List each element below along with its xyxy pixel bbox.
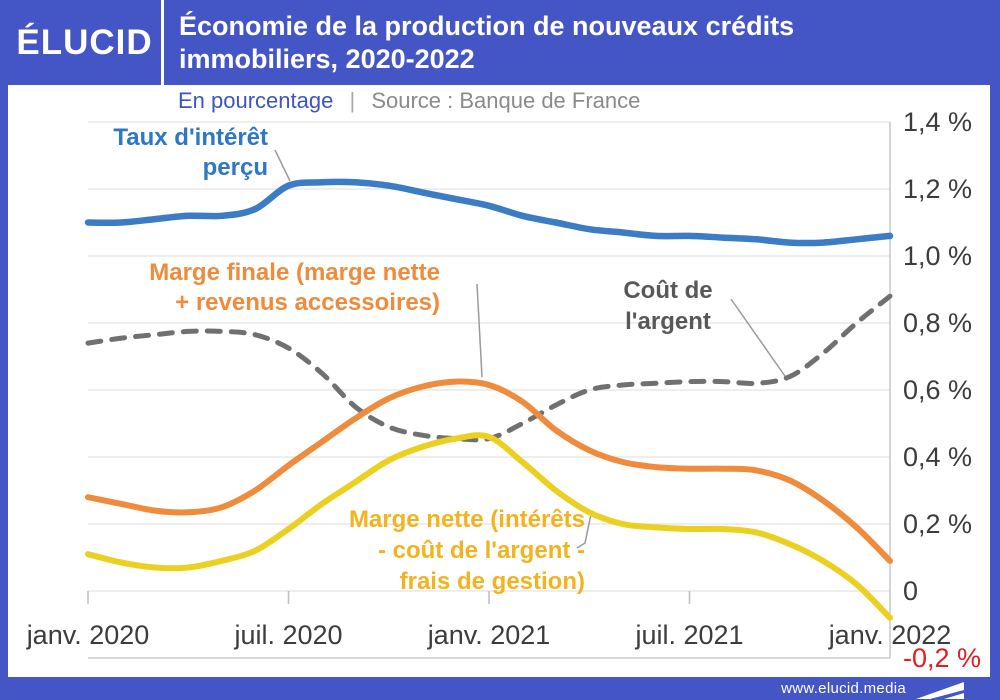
header-separator	[161, 0, 164, 85]
callout-nette	[576, 513, 592, 549]
elucid-logo: ÉLUCID	[16, 22, 153, 62]
footer-banner: www.elucid.media	[0, 677, 1000, 700]
header-banner: ÉLUCID Économie de la production de nouv…	[0, 0, 1000, 85]
callout-cout	[730, 298, 788, 380]
y-tick-label: 0,4 %	[903, 442, 972, 472]
annotation-marge-finale: Marge finale (marge nette + revenus acce…	[149, 259, 440, 316]
source-label: Source : Banque de France	[371, 88, 641, 113]
y-tick-label: 0,8 %	[903, 308, 972, 338]
annotation-taux-interet: Taux d'intérêt perçu	[113, 124, 268, 181]
elucid-arrow-icon	[916, 681, 964, 699]
y-tick-label: 0,2 %	[903, 509, 972, 539]
y-tick-label: 1,0 %	[903, 241, 972, 271]
subheader: En pourcentage | Source : Banque de Fran…	[178, 88, 640, 114]
border-left	[0, 0, 8, 700]
x-tick-label: juil. 2021	[634, 620, 743, 650]
series-line-3	[84, 178, 894, 247]
x-tick-label: juil. 2020	[233, 620, 342, 650]
y-tick-label: 0	[903, 576, 918, 606]
y-tick-label: 1,4 %	[903, 107, 972, 137]
series-line-2	[85, 432, 893, 621]
border-right	[990, 0, 1000, 700]
callout-finale	[476, 283, 483, 378]
annotation-cout-argent: Coût de l'argent	[623, 277, 713, 335]
x-tick-label: janv. 2020	[26, 620, 150, 650]
chart-title: Économie de la production de nouveaux cr…	[179, 11, 795, 74]
footer-url: www.elucid.media	[781, 680, 906, 697]
callout-taux	[274, 149, 291, 182]
y-tick-label: 1,2 %	[903, 174, 972, 204]
y-tick-label: 0,6 %	[903, 375, 972, 405]
series-line-1	[85, 378, 893, 564]
x-tick-label: janv. 2021	[427, 620, 551, 650]
y-tick-label: -0,2 %	[903, 643, 981, 673]
x-tick-label: janv. 2022	[828, 620, 952, 650]
subheader-divider: |	[349, 88, 356, 113]
annotation-marge-nette: Marge nette (intérêts - coût de l'argent…	[348, 506, 585, 595]
unit-label: En pourcentage	[178, 88, 334, 113]
